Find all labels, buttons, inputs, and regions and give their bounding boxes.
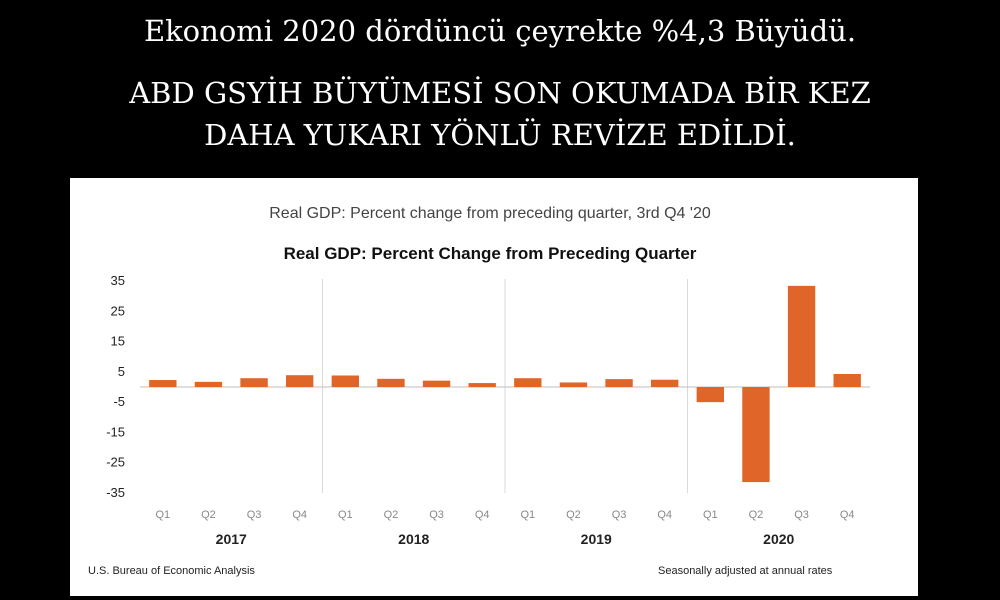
x-tick-label: Q2: [749, 509, 764, 521]
bar: [468, 383, 496, 387]
year-label: 2019: [581, 531, 612, 547]
x-tick-label: Q2: [566, 509, 581, 521]
x-tick-label: Q4: [657, 509, 672, 521]
y-tick-label: 5: [118, 364, 125, 379]
x-tick-label: Q3: [429, 509, 444, 521]
bar: [696, 387, 724, 403]
y-tick-label: -25: [106, 455, 125, 470]
bar: [194, 381, 223, 387]
x-tick-label: Q1: [520, 509, 535, 521]
x-tick-label: Q2: [201, 509, 216, 521]
bar: [240, 378, 268, 387]
x-tick-label: Q1: [338, 509, 353, 521]
y-tick-label: 15: [111, 334, 125, 349]
bar: [514, 378, 542, 387]
x-tick-label: Q1: [703, 509, 718, 521]
bar: [605, 379, 633, 387]
label-layer: 35 25 15 5 -5 -15 -25 -35 Q1 Q2 Q3 Q4 Q1 Q2 Q3 Q4 Q1 Q2 Q3…: [106, 273, 854, 547]
bar-layer: [149, 285, 861, 483]
y-tick-label: -15: [106, 424, 125, 439]
x-tick-label: Q2: [384, 509, 399, 521]
chart-subtitle: Real GDP: Percent change from preceding …: [269, 205, 711, 222]
bar: [286, 375, 314, 387]
bar: [149, 380, 177, 387]
y-tick-label: 35: [111, 273, 125, 288]
bar: [331, 375, 359, 387]
bar: [377, 378, 405, 387]
x-tick-label: Q1: [155, 509, 170, 521]
year-label: 2017: [216, 531, 247, 547]
x-tick-label: Q3: [247, 509, 262, 521]
y-tick-label: -5: [113, 394, 125, 409]
headline-line-2b: DAHA YUKARI YÖNLÜ REVİZE EDİLDİ.: [204, 118, 796, 152]
bar: [742, 387, 770, 483]
x-tick-label: Q4: [292, 509, 307, 521]
y-tick-label: 25: [111, 303, 125, 318]
headline-line-1: Ekonomi 2020 dördüncü çeyrekte %4,3 Büyü…: [143, 14, 857, 48]
year-label: 2020: [763, 531, 794, 547]
bar: [559, 382, 588, 387]
headline-line-2: ABD GSYİH BÜYÜMESİ SON OKUMADA BİR KEZ D…: [0, 72, 1000, 156]
headline-line-2a: ABD GSYİH BÜYÜMESİ SON OKUMADA BİR KEZ: [129, 76, 871, 110]
chart-panel: Real GDP: Percent change from preceding …: [70, 178, 918, 596]
bar: [787, 285, 816, 387]
year-label: 2018: [398, 531, 429, 547]
bar: [651, 379, 679, 387]
bar: [422, 380, 451, 387]
y-tick-label: -35: [106, 485, 125, 500]
x-tick-label: Q3: [612, 509, 627, 521]
x-tick-label: Q4: [475, 509, 490, 521]
x-tick-label: Q3: [794, 509, 809, 521]
bar: [833, 373, 861, 387]
gdp-bar-chart: Real GDP: Percent change from preceding …: [106, 205, 870, 547]
chart-title: Real GDP: Percent Change from Preceding …: [284, 244, 697, 263]
seasonal-note: Seasonally adjusted at annual rates: [658, 565, 833, 577]
x-tick-label: Q4: [840, 509, 855, 521]
source-note: U.S. Bureau of Economic Analysis: [88, 565, 255, 577]
